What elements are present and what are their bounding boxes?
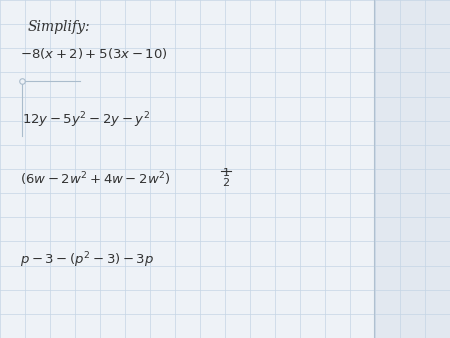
Text: $1$: $1$ xyxy=(222,166,230,178)
Text: $12y-5y^2-2y-y^2$: $12y-5y^2-2y-y^2$ xyxy=(22,110,150,129)
Text: $p-3-(p^2-3)-3p$: $p-3-(p^2-3)-3p$ xyxy=(20,250,154,270)
Text: $2$: $2$ xyxy=(222,176,230,188)
Text: Simplify:: Simplify: xyxy=(28,20,90,34)
Text: $(6w-2w^2+4w-2w^2)$: $(6w-2w^2+4w-2w^2)$ xyxy=(20,170,171,188)
Text: $-8(x+2)+5(3x-10)$: $-8(x+2)+5(3x-10)$ xyxy=(20,46,168,61)
Bar xyxy=(374,0,450,338)
